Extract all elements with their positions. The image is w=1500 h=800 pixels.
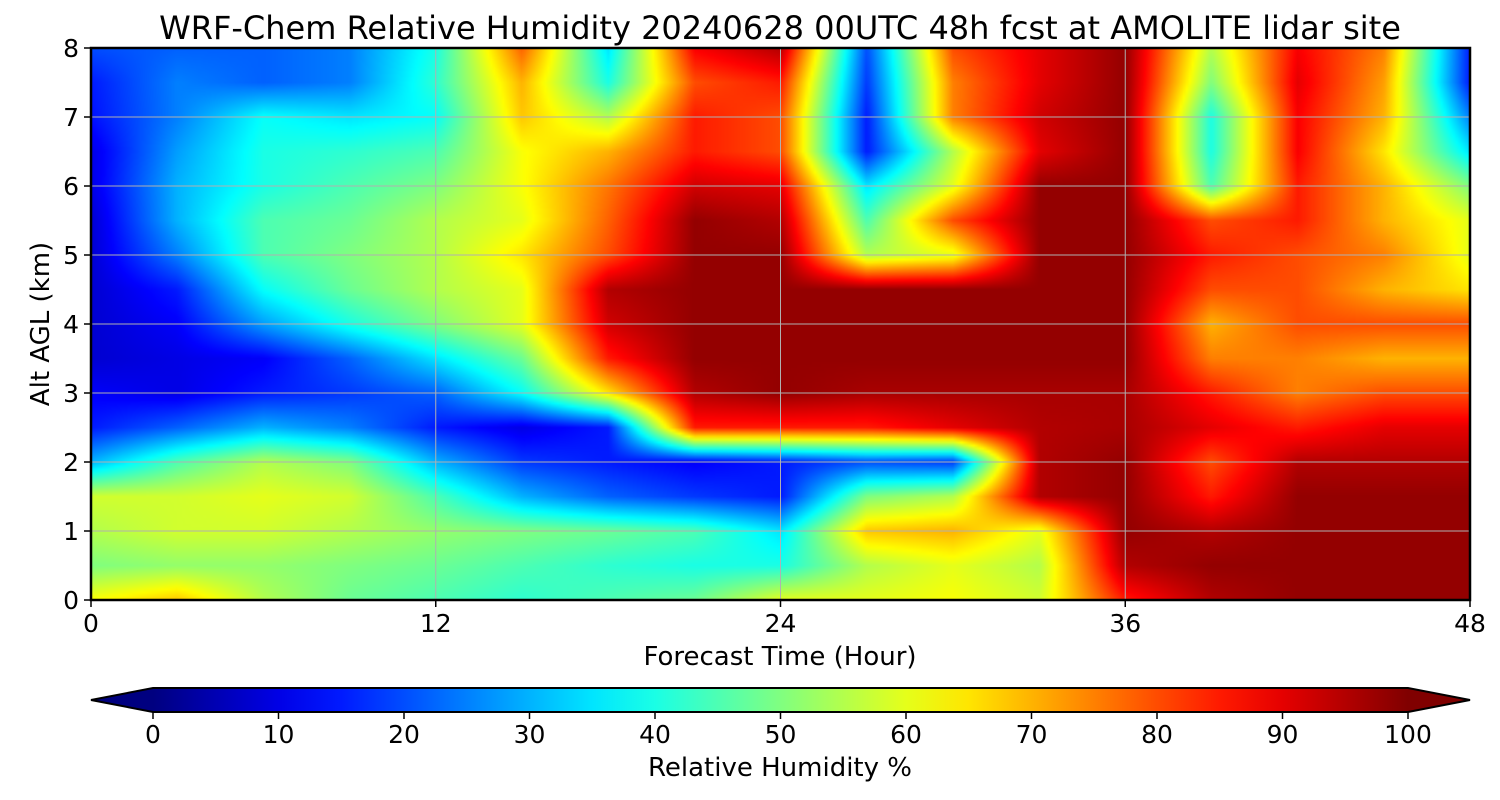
colorbar-body — [153, 688, 1408, 712]
y-tick-label: 3 — [63, 379, 79, 408]
colorbar-tick-label: 80 — [1141, 720, 1173, 749]
x-tick-label: 24 — [765, 609, 797, 638]
x-axis-label: Forecast Time (Hour) — [643, 642, 916, 672]
colorbar-extend-high — [1408, 688, 1470, 712]
y-tick-label: 6 — [63, 172, 79, 201]
y-tick-label: 2 — [63, 448, 79, 477]
y-tick-label: 4 — [63, 310, 79, 339]
colorbar-tick-label: 10 — [263, 720, 295, 749]
x-tick-label: 36 — [1109, 609, 1141, 638]
colorbar-ticks: 0 10 20 30 40 50 60 70 80 90 100 — [145, 712, 1432, 749]
colorbar-tick-label: 30 — [514, 720, 546, 749]
colorbar-tick-label: 0 — [145, 720, 161, 749]
y-tick-label: 5 — [63, 241, 79, 270]
colorbar-label: Relative Humidity % — [648, 753, 912, 783]
y-tick-label: 0 — [63, 586, 79, 615]
x-axis: 0 12 24 36 48 — [83, 600, 1486, 638]
y-axis: 0 1 2 3 4 5 6 7 8 — [63, 34, 91, 615]
colorbar-tick-label: 40 — [639, 720, 671, 749]
colorbar-tick-label: 20 — [388, 720, 420, 749]
colorbar-tick-label: 100 — [1384, 720, 1432, 749]
x-tick-label: 48 — [1454, 609, 1486, 638]
chart-title: WRF-Chem Relative Humidity 20240628 00UT… — [159, 9, 1401, 47]
y-tick-label: 7 — [63, 103, 79, 132]
colorbar-tick-label: 60 — [890, 720, 922, 749]
y-axis-label: Alt AGL (km) — [26, 242, 56, 406]
y-tick-label: 8 — [63, 34, 79, 63]
colorbar-tick-label: 90 — [1267, 720, 1299, 749]
colorbar: 0 10 20 30 40 50 60 70 80 90 100 — [90, 687, 1471, 749]
x-tick-label: 0 — [83, 609, 99, 638]
x-tick-label: 12 — [420, 609, 452, 638]
colorbar-extend-low — [91, 688, 153, 712]
plot-area — [89, 46, 1472, 602]
colorbar-tick-label: 50 — [765, 720, 797, 749]
y-tick-label: 1 — [63, 517, 79, 546]
colorbar-tick-label: 70 — [1016, 720, 1048, 749]
